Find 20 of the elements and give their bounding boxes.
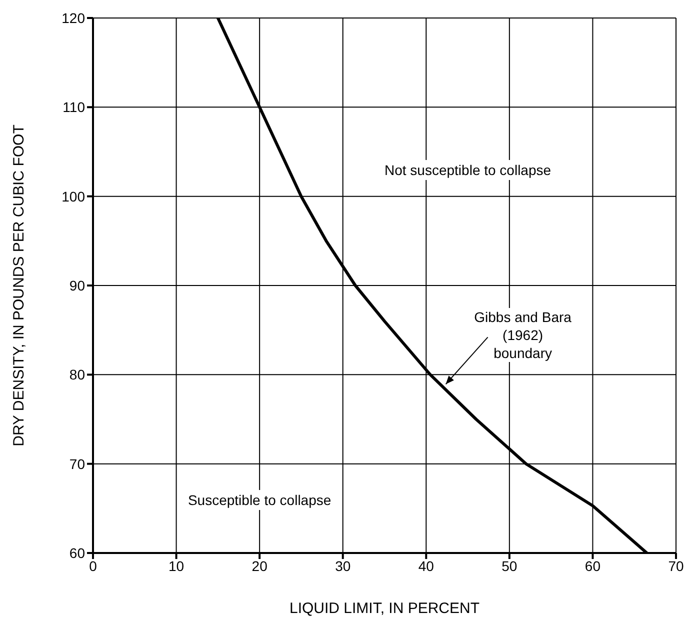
x-tick-label: 30 — [335, 558, 351, 574]
annotation: Susceptible to collapse — [184, 490, 334, 510]
y-tick-label: 60 — [69, 544, 86, 561]
y-tick-label: 120 — [62, 10, 86, 26]
x-tick-label: 20 — [252, 558, 268, 574]
y-tick-label: 90 — [69, 277, 86, 294]
x-tick-label: 60 — [584, 558, 601, 574]
annotation: Gibbs and Bara (1962) boundary — [474, 308, 572, 362]
y-axis-title: DRY DENSITY, IN POUNDS PER CUBIC FOOT — [10, 124, 28, 446]
annotation: Not susceptible to collapse — [382, 160, 554, 180]
x-tick-label: 50 — [502, 558, 518, 574]
y-tick-label: 80 — [69, 366, 86, 383]
x-tick-label: 0 — [89, 558, 98, 574]
y-tick-label: 110 — [62, 99, 86, 116]
x-tick-label: 10 — [168, 558, 184, 574]
y-tick-label: 100 — [62, 188, 86, 204]
x-tick-label: 70 — [668, 558, 684, 574]
y-tick-label: 70 — [69, 456, 86, 472]
x-axis-title: LIQUID LIMIT, IN PERCENT — [289, 600, 480, 617]
x-tick-label: 40 — [418, 558, 434, 574]
